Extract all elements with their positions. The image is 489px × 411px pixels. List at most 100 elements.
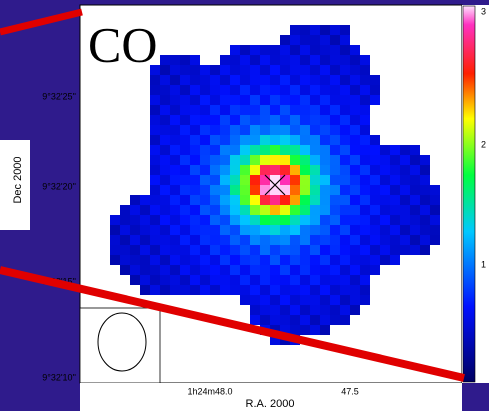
map-pixel: [260, 315, 270, 325]
map-pixel: [290, 275, 300, 285]
map-pixel: [120, 225, 130, 235]
map-pixel: [260, 45, 270, 55]
map-pixel: [270, 285, 280, 295]
map-pixel: [350, 275, 360, 285]
map-pixel: [290, 315, 300, 325]
map-pixel: [350, 175, 360, 185]
map-pixel: [340, 195, 350, 205]
map-pixel: [280, 325, 290, 335]
map-pixel: [340, 185, 350, 195]
map-pixel: [300, 295, 310, 305]
map-pixel: [380, 175, 390, 185]
map-pixel: [320, 305, 330, 315]
map-pixel: [290, 215, 300, 225]
map-pixel: [330, 235, 340, 245]
map-pixel: [300, 195, 310, 205]
map-pixel: [270, 145, 280, 155]
map-pixel: [310, 35, 320, 45]
map-pixel: [210, 125, 220, 135]
map-pixel: [220, 205, 230, 215]
map-pixel: [240, 165, 250, 175]
map-pixel: [250, 115, 260, 125]
map-pixel: [320, 55, 330, 65]
map-pixel: [360, 275, 370, 285]
map-pixel: [190, 265, 200, 275]
map-pixel: [300, 325, 310, 335]
map-pixel: [270, 335, 280, 345]
map-pixel: [280, 245, 290, 255]
map-pixel: [280, 275, 290, 285]
map-pixel: [210, 225, 220, 235]
map-pixel: [250, 65, 260, 75]
map-pixel: [190, 215, 200, 225]
map-pixel: [170, 155, 180, 165]
map-pixel: [330, 155, 340, 165]
map-pixel: [300, 35, 310, 45]
y-tick-label: 9°32'25'': [42, 91, 76, 101]
map-pixel: [390, 195, 400, 205]
map-pixel: [330, 225, 340, 235]
map-pixel: [210, 145, 220, 155]
map-pixel: [190, 175, 200, 185]
map-pixel: [240, 135, 250, 145]
map-pixel: [390, 145, 400, 155]
map-pixel: [350, 105, 360, 115]
map-pixel: [260, 215, 270, 225]
map-pixel: [340, 65, 350, 75]
map-pixel: [270, 265, 280, 275]
map-pixel: [270, 195, 280, 205]
map-pixel: [350, 205, 360, 215]
map-pixel: [160, 145, 170, 155]
map-pixel: [250, 215, 260, 225]
map-pixel: [260, 65, 270, 75]
map-pixel: [250, 205, 260, 215]
map-pixel: [150, 65, 160, 75]
map-pixel: [320, 155, 330, 165]
map-pixel: [240, 285, 250, 295]
map-pixel: [210, 205, 220, 215]
map-pixel: [120, 235, 130, 245]
map-pixel: [110, 225, 120, 235]
map-pixel: [280, 135, 290, 145]
map-pixel: [280, 155, 290, 165]
intensity-map: [110, 25, 440, 345]
map-pixel: [240, 215, 250, 225]
map-pixel: [410, 195, 420, 205]
map-pixel: [240, 235, 250, 245]
map-pixel: [130, 195, 140, 205]
map-pixel: [130, 245, 140, 255]
map-pixel: [280, 85, 290, 95]
map-pixel: [350, 215, 360, 225]
map-pixel: [380, 235, 390, 245]
map-pixel: [170, 225, 180, 235]
map-pixel: [420, 185, 430, 195]
map-pixel: [370, 225, 380, 235]
map-pixel: [190, 245, 200, 255]
map-pixel: [320, 185, 330, 195]
map-pixel: [240, 265, 250, 275]
map-pixel: [310, 225, 320, 235]
map-pixel: [410, 245, 420, 255]
map-pixel: [260, 295, 270, 305]
map-pixel: [160, 255, 170, 265]
map-pixel: [370, 155, 380, 165]
map-pixel: [340, 175, 350, 185]
map-pixel: [220, 235, 230, 245]
map-pixel: [320, 35, 330, 45]
map-pixel: [400, 185, 410, 195]
map-pixel: [180, 155, 190, 165]
map-pixel: [250, 145, 260, 155]
map-pixel: [280, 65, 290, 75]
map-pixel: [310, 65, 320, 75]
x-axis-label: R.A. 2000: [246, 398, 295, 410]
map-pixel: [180, 265, 190, 275]
map-pixel: [160, 215, 170, 225]
map-pixel: [370, 165, 380, 175]
map-pixel: [220, 265, 230, 275]
map-pixel: [150, 255, 160, 265]
map-pixel: [180, 285, 190, 295]
map-pixel: [240, 295, 250, 305]
map-pixel: [270, 275, 280, 285]
map-pixel: [310, 305, 320, 315]
map-pixel: [180, 195, 190, 205]
